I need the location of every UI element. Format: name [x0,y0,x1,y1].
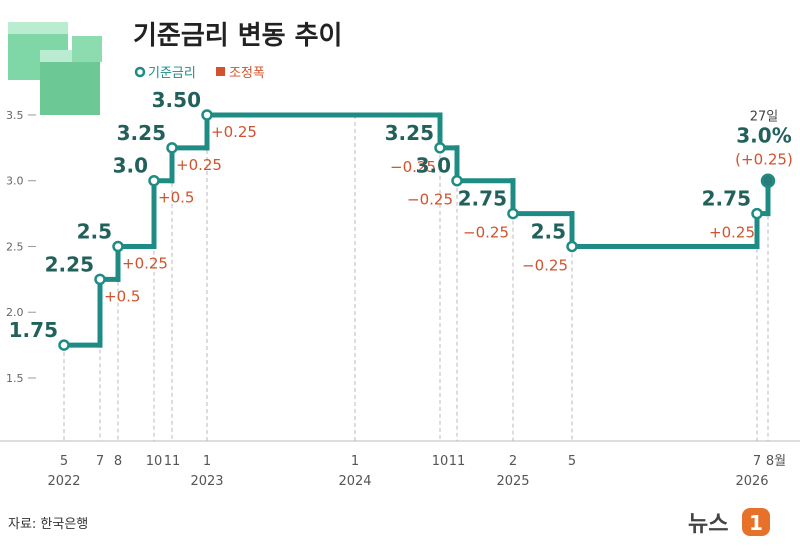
x-tick-label: 1 [203,454,211,469]
data-point [451,174,463,187]
y-tick-label: 3.5 [6,109,24,122]
value-label: 3.0% [736,124,791,148]
change-label: +0.5 [104,287,140,305]
data-point [112,240,124,253]
chart-title: 기준금리 변동 추이 [133,21,342,51]
value-label: 2.75 [458,187,507,211]
value-label: 2.5 [531,219,566,243]
change-label: −0.25 [522,256,568,274]
data-point [507,207,519,220]
data-point [751,207,763,220]
data-point [434,142,446,154]
legend-swatch [216,67,225,76]
year-label: 2023 [190,474,223,489]
brand: 뉴스 [688,512,728,537]
data-point [148,174,160,187]
value-label: 2.75 [702,187,751,211]
value-label: 3.50 [152,88,201,112]
change-label: (+0.25) [735,151,793,169]
x-tick-label: 7 [96,454,104,469]
change-label: +0.5 [158,189,194,207]
y-tick-label: 3.0 [6,175,24,188]
legend-label: 기준금리 [148,66,196,81]
x-tick-label: 8월 [766,454,786,469]
brand-mark: 1 [749,511,763,535]
value-label: 3.25 [117,121,166,145]
data-point [58,339,70,351]
data-point [94,273,106,286]
y-tick-label: 2.5 [6,240,24,253]
value-label: 3.25 [385,121,434,145]
year-label: 2025 [496,474,529,489]
x-tick-label: 10 [432,454,449,469]
x-tick-label: 2 [509,454,517,469]
brand-badge [742,508,770,536]
value-label: 3.0 [416,154,451,178]
annotation: 27일 [750,110,779,125]
data-point [166,142,178,154]
change-label: +0.25 [709,224,755,242]
source: 자료: 한국은행 [8,516,88,532]
data-point [760,173,776,188]
value-label: 2.5 [77,219,112,243]
x-tick-label: 5 [60,454,68,469]
legend-swatch [134,66,146,78]
y-tick-label: 2.0 [6,306,24,319]
year-label: 2024 [338,474,371,489]
y-tick-label: 1.5 [6,372,24,385]
money-icon [8,22,102,115]
x-tick-label: 11 [164,454,181,469]
x-tick-label: 1 [351,454,359,469]
x-tick-label: 5 [568,454,576,469]
change-label: +0.25 [122,254,168,272]
change-label: +0.25 [176,156,222,174]
value-label: 2.25 [45,252,94,276]
change-label: −0.25 [390,158,436,176]
x-tick-label: 7 [753,454,761,469]
value-label: 3.0 [113,154,148,178]
year-label: 2022 [47,474,80,489]
year-label: 2026 [735,474,768,489]
x-tick-label: 8 [114,454,122,469]
change-label: −0.25 [463,224,509,242]
x-tick-label: 10 [146,454,163,469]
x-tick-label: 11 [449,454,466,469]
value-label: 1.75 [9,318,58,342]
change-label: −0.25 [407,191,453,209]
legend-label: 조정폭 [229,66,265,81]
data-point [201,109,213,121]
change-label: +0.25 [211,123,257,141]
data-point [566,240,578,253]
